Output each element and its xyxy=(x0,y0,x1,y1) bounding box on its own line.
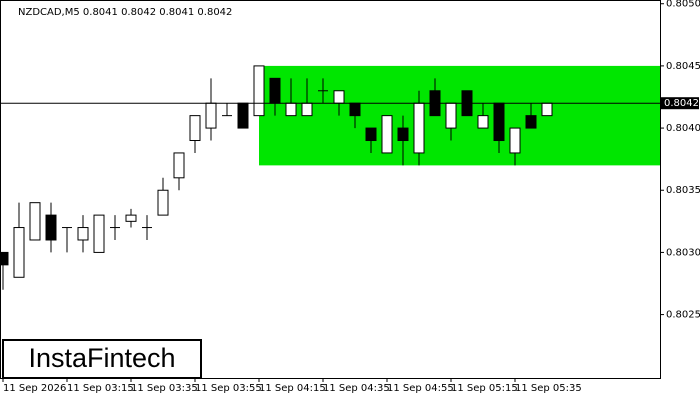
body xyxy=(349,102,361,117)
body xyxy=(301,102,313,117)
x-tick-label: 11 Sep 03:55 xyxy=(195,383,262,394)
body xyxy=(253,65,265,117)
body xyxy=(493,102,505,142)
body xyxy=(45,214,57,241)
body xyxy=(157,189,169,216)
y-tick-label: 0.8025 xyxy=(666,310,700,321)
body xyxy=(285,102,297,117)
body xyxy=(381,115,393,154)
zone xyxy=(259,65,660,166)
price-label: 0.8042 xyxy=(664,98,699,109)
body xyxy=(413,102,425,154)
chart-title: NZDCAD,M5 0.8041 0.8042 0.8041 0.8042 xyxy=(18,7,232,18)
body xyxy=(77,227,89,241)
body xyxy=(29,202,41,241)
body xyxy=(13,227,25,278)
y-tick-label: 0.8030 xyxy=(666,247,700,258)
body xyxy=(93,214,105,253)
body xyxy=(541,102,553,117)
logo-box xyxy=(2,339,202,379)
body xyxy=(189,115,201,142)
x-tick-label: 11 Sep 05:15 xyxy=(451,383,518,394)
y-tick-label: 0.8035 xyxy=(666,185,700,196)
body xyxy=(525,115,537,129)
body xyxy=(509,127,521,154)
price-label-box xyxy=(661,97,699,110)
body xyxy=(477,115,489,129)
body xyxy=(205,102,217,129)
body xyxy=(0,251,9,266)
x-tick-label: 11 Sep 05:35 xyxy=(515,383,582,394)
body xyxy=(269,77,281,104)
body xyxy=(125,214,137,222)
body xyxy=(445,102,457,129)
x-tick-label: 11 Sep 03:35 xyxy=(131,383,198,394)
body xyxy=(333,90,345,104)
body xyxy=(237,102,249,129)
y-tick-label: 0.8045 xyxy=(666,61,700,72)
logo: InstaFintech xyxy=(28,343,175,373)
y-tick-label: 0.8040 xyxy=(666,123,700,134)
x-tick-label: 11 Sep 04:15 xyxy=(259,383,326,394)
body xyxy=(365,127,377,142)
x-tick-label: 11 Sep 2026 xyxy=(3,383,66,394)
x-tick-label: 11 Sep 04:55 xyxy=(387,383,454,394)
body xyxy=(397,127,409,142)
x-tick-label: 11 Sep 04:35 xyxy=(323,383,390,394)
y-tick-label: 0.8050 xyxy=(666,0,700,10)
x-tick-label: 11 Sep 03:15 xyxy=(67,383,134,394)
plot-border xyxy=(0,0,661,379)
plot-area xyxy=(0,65,660,290)
body xyxy=(173,152,185,179)
